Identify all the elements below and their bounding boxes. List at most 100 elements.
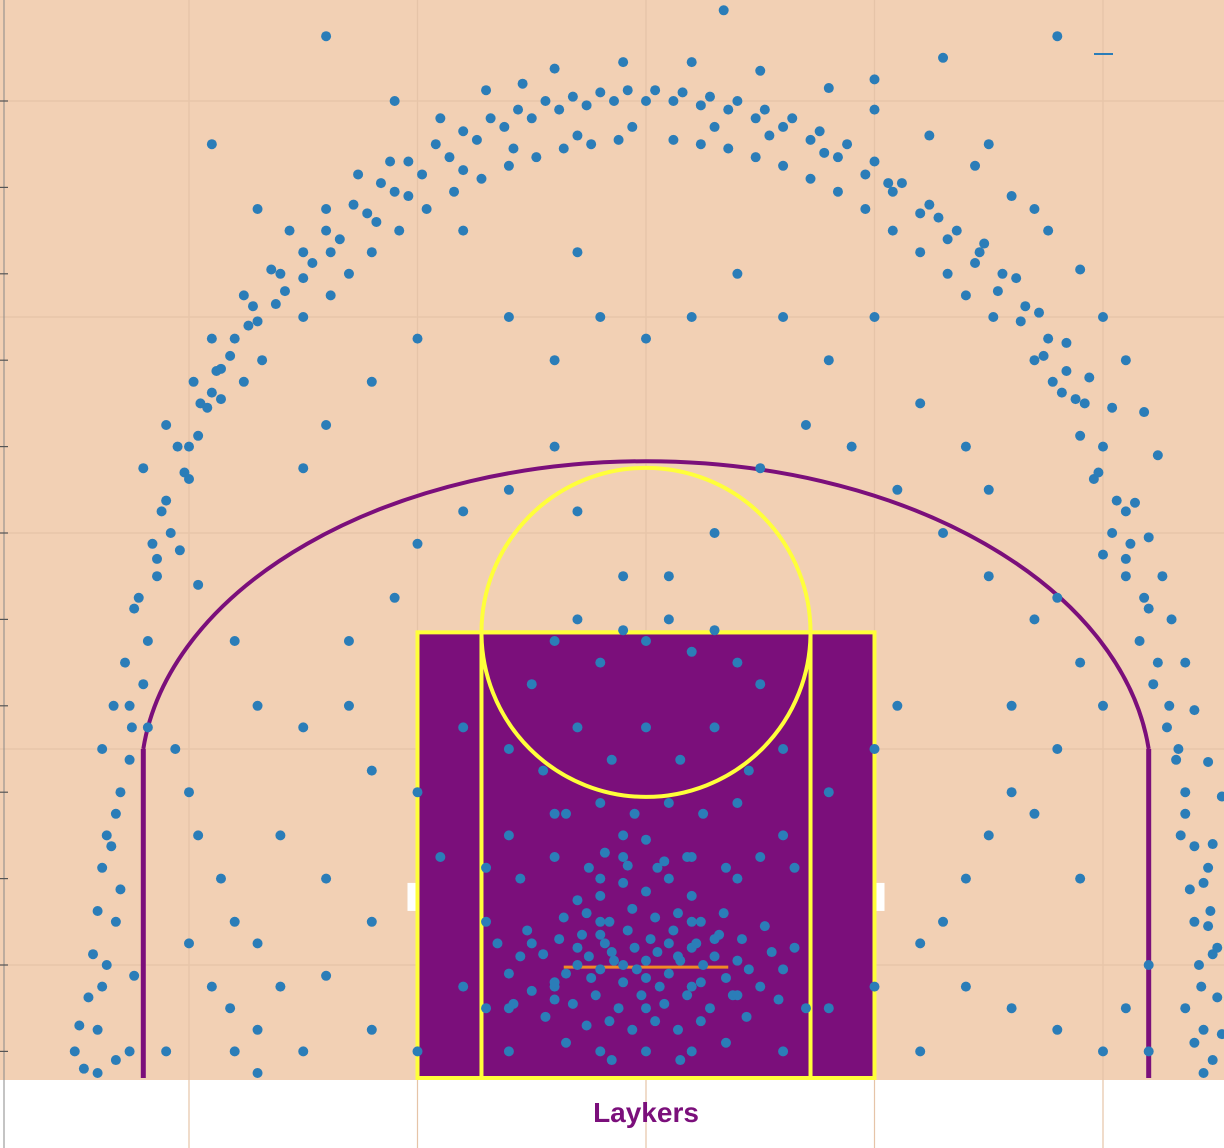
- shot-point: [668, 96, 678, 106]
- shot-point: [888, 226, 898, 236]
- shot-point: [1121, 554, 1131, 564]
- shot-point: [668, 135, 678, 145]
- shot-point: [1164, 701, 1174, 711]
- shot-point: [618, 571, 628, 581]
- shot-point: [275, 269, 285, 279]
- shot-point: [623, 925, 633, 935]
- shot-point: [371, 217, 381, 227]
- shot-point: [504, 830, 514, 840]
- shot-point: [481, 1003, 491, 1013]
- shot-point: [696, 977, 706, 987]
- shot-point: [499, 122, 509, 132]
- shot-point: [833, 152, 843, 162]
- shot-point: [344, 269, 354, 279]
- shot-point: [307, 258, 317, 268]
- shot-point: [641, 973, 651, 983]
- shot-point: [138, 679, 148, 689]
- shot-point: [732, 956, 742, 966]
- shot-point: [344, 636, 354, 646]
- shot-point: [678, 87, 688, 97]
- shot-point: [285, 226, 295, 236]
- shot-point: [584, 951, 594, 961]
- shot-point: [641, 1046, 651, 1056]
- shot-point: [243, 321, 253, 331]
- shot-point: [321, 31, 331, 41]
- shot-point: [618, 57, 628, 67]
- shot-point: [161, 1046, 171, 1056]
- shot-point: [1157, 571, 1167, 581]
- shot-point: [189, 377, 199, 387]
- shot-point: [664, 798, 674, 808]
- shot-point: [641, 96, 651, 106]
- shot-point: [1173, 744, 1183, 754]
- shot-point: [778, 1046, 788, 1056]
- shot-point: [1199, 1025, 1209, 1035]
- shot-point: [933, 213, 943, 223]
- shot-point: [321, 874, 331, 884]
- shot-point: [627, 122, 637, 132]
- shot-point: [253, 204, 263, 214]
- shot-point: [961, 290, 971, 300]
- shot-point: [924, 131, 934, 141]
- shot-point: [618, 852, 628, 862]
- shot-point: [413, 787, 423, 797]
- shot-point: [595, 87, 605, 97]
- shot-point: [1020, 301, 1030, 311]
- shot-point: [390, 593, 400, 603]
- shot-point: [1057, 388, 1067, 398]
- shot-point: [618, 878, 628, 888]
- shot-point: [83, 992, 93, 1002]
- shot-point: [970, 161, 980, 171]
- shot-point: [321, 971, 331, 981]
- shot-point: [650, 912, 660, 922]
- shot-point: [860, 204, 870, 214]
- shot-point: [298, 247, 308, 257]
- shot-point: [298, 1046, 308, 1056]
- shot-point: [1007, 191, 1017, 201]
- shot-point: [513, 105, 523, 115]
- shot-point: [248, 301, 258, 311]
- shot-point: [732, 990, 742, 1000]
- shot-point: [664, 571, 674, 581]
- shot-point: [778, 161, 788, 171]
- shot-point: [449, 187, 459, 197]
- shot-point: [1189, 917, 1199, 927]
- shot-point: [1180, 1003, 1190, 1013]
- shot-point: [550, 355, 560, 365]
- shot-point: [984, 485, 994, 495]
- shot-point: [618, 830, 628, 840]
- shot-point: [147, 539, 157, 549]
- shot-point: [819, 148, 829, 158]
- shot-point: [173, 442, 183, 452]
- shot-point: [522, 925, 532, 935]
- shot-point: [550, 636, 560, 646]
- shot-point: [698, 809, 708, 819]
- shot-point: [1185, 884, 1195, 894]
- lane-marker-right: [877, 883, 885, 911]
- shot-point: [216, 394, 226, 404]
- shot-point: [568, 999, 578, 1009]
- shot-point: [492, 938, 502, 948]
- shot-point: [376, 178, 386, 188]
- shot-point: [938, 528, 948, 538]
- shot-point: [737, 934, 747, 944]
- shot-point: [230, 1046, 240, 1056]
- shot-point: [550, 852, 560, 862]
- shot-point: [577, 930, 587, 940]
- shot-point: [458, 982, 468, 992]
- shot-point: [1189, 1038, 1199, 1048]
- shot-point: [988, 312, 998, 322]
- lane-marker-left: [408, 883, 416, 911]
- shot-point: [618, 960, 628, 970]
- shot-point: [627, 904, 637, 914]
- shot-point: [1212, 992, 1222, 1002]
- shot-point: [298, 312, 308, 322]
- shot-point: [600, 848, 610, 858]
- shot-point: [253, 1025, 263, 1035]
- shot-point: [1208, 1055, 1218, 1065]
- shot-point: [540, 1012, 550, 1022]
- shot-point: [115, 787, 125, 797]
- shot-point: [1007, 787, 1017, 797]
- shot-point: [458, 226, 468, 236]
- shot-point: [1203, 757, 1213, 767]
